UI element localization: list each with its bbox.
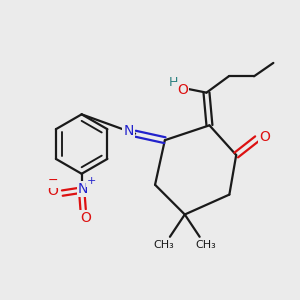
Text: N: N bbox=[123, 124, 134, 138]
Text: +: + bbox=[86, 176, 96, 186]
Text: CH₃: CH₃ bbox=[154, 240, 174, 250]
Text: O: O bbox=[80, 212, 91, 225]
Text: O: O bbox=[259, 130, 270, 144]
Text: −: − bbox=[48, 174, 58, 187]
Text: CH₃: CH₃ bbox=[195, 240, 216, 250]
Text: N: N bbox=[78, 182, 88, 196]
Text: O: O bbox=[177, 83, 188, 97]
Text: O: O bbox=[47, 184, 58, 198]
Text: H: H bbox=[169, 76, 178, 89]
